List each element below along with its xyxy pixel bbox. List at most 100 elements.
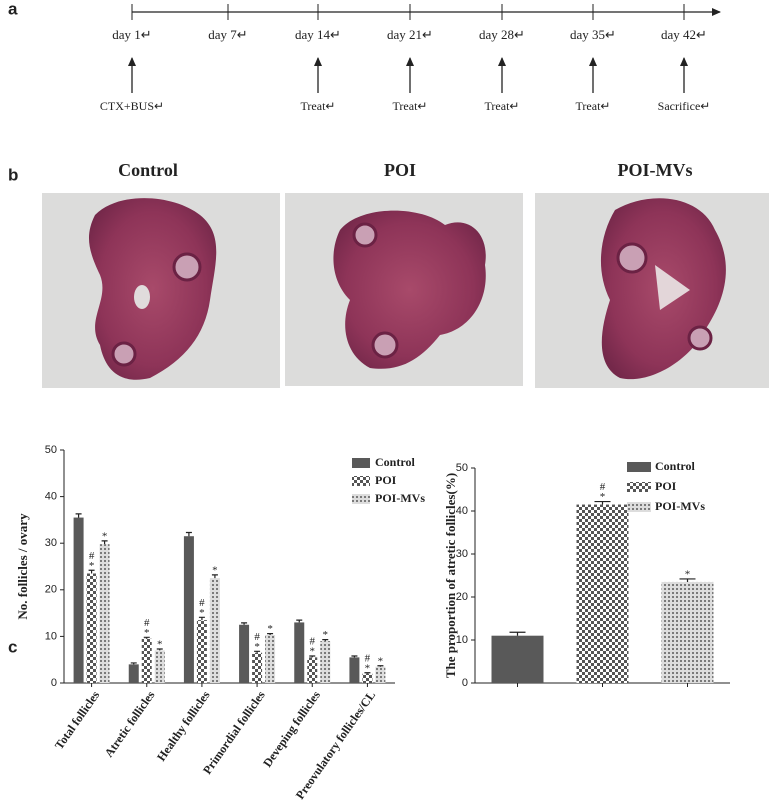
y-tick-label: 20	[45, 584, 57, 596]
error-bar	[679, 578, 696, 582]
legend-label: POI	[655, 479, 677, 493]
tissue	[333, 210, 486, 369]
significance-mark: *	[157, 639, 163, 651]
error-bar	[296, 619, 303, 623]
histology-images	[42, 193, 769, 388]
error-bar	[211, 574, 218, 579]
follicle	[111, 341, 137, 367]
error-bar	[156, 648, 163, 651]
panel-letter: b	[8, 165, 18, 184]
lumen	[134, 285, 150, 309]
event-label: Treat↵	[393, 99, 428, 113]
bar	[661, 581, 714, 683]
error-bar	[377, 665, 384, 667]
y-tick-label: 30	[456, 548, 468, 560]
significance-mark: *	[267, 623, 273, 635]
bar	[209, 578, 220, 683]
significance-mark: *	[310, 646, 316, 658]
error-bar	[364, 672, 371, 674]
significance-mark: *	[378, 655, 384, 667]
significance-mark: #	[365, 652, 371, 664]
charts: 0 10 20 30 40 50 No. follicles / ovary Total fo…	[15, 444, 730, 802]
error-bar	[254, 650, 261, 653]
bar	[294, 622, 305, 683]
bar	[491, 635, 544, 683]
bar	[362, 673, 373, 683]
bar	[349, 657, 360, 683]
legend-swatch	[352, 494, 370, 504]
significance-mark: #	[199, 597, 205, 609]
y-tick-label: 40	[456, 505, 468, 517]
legend-swatch	[627, 482, 651, 492]
bar	[307, 657, 318, 683]
y-tick-label: 30	[45, 537, 57, 549]
day-label: day 35↵	[570, 27, 616, 42]
y-tick-label: 50	[45, 444, 57, 456]
significance-mark: *	[89, 560, 95, 572]
significance-mark: *	[323, 629, 329, 641]
significance-mark: *	[144, 627, 150, 639]
y-tick-label: 50	[456, 462, 468, 474]
error-bar	[75, 513, 82, 518]
chart: 0 10 20 30 40 50 No. follicles / ovary Total fo…	[15, 444, 425, 802]
bar	[252, 652, 263, 683]
legend-label: Control	[655, 459, 695, 473]
legend-swatch	[627, 462, 651, 472]
event-label: Sacrifice↵	[658, 99, 711, 113]
bar	[576, 504, 629, 683]
error-bar	[101, 540, 108, 545]
legend-swatch	[352, 458, 370, 468]
bar	[320, 641, 331, 683]
x-tick-label: Total follicles	[52, 688, 103, 752]
significance-mark: #	[144, 617, 150, 629]
y-axis-label: No. follicles / ovary	[15, 513, 30, 620]
event-label: Treat↵	[301, 99, 336, 113]
bar	[265, 635, 276, 683]
x-tick-label: Primordial follicles	[200, 688, 268, 777]
bar	[154, 650, 165, 683]
day-label: day 1↵	[112, 27, 151, 42]
y-tick-label: 10	[45, 630, 57, 642]
error-bar	[267, 633, 274, 636]
image-title: Control	[118, 160, 178, 180]
significance-mark: *	[600, 491, 606, 503]
x-tick-label: Deveping follicles	[260, 688, 323, 770]
follicle	[172, 252, 202, 282]
error-bar	[185, 531, 192, 537]
day-label: day 7↵	[208, 27, 247, 42]
day-label: day 28↵	[479, 27, 525, 42]
bar	[73, 517, 84, 683]
error-bar	[309, 655, 316, 658]
error-bar	[322, 639, 329, 642]
follicle	[371, 331, 399, 359]
error-bar	[509, 631, 526, 636]
stroma	[655, 265, 690, 310]
y-tick-label: 40	[45, 491, 57, 503]
error-bar	[130, 662, 137, 665]
y-tick-label: 0	[462, 677, 468, 689]
significance-mark: #	[600, 481, 606, 493]
day-label: day 14↵	[295, 27, 341, 42]
error-bar	[88, 569, 95, 574]
image-title: POI	[384, 160, 416, 180]
bar	[196, 620, 207, 683]
significance-mark: #	[254, 631, 260, 643]
panel-letter: a	[8, 0, 18, 18]
significance-mark: *	[199, 607, 205, 619]
panel-letter: c	[8, 637, 17, 656]
significance-mark: *	[102, 530, 108, 542]
legend-label: Control	[375, 455, 415, 469]
bar	[99, 544, 110, 683]
bar	[375, 666, 386, 683]
significance-mark: #	[310, 636, 316, 648]
timeline: day 1↵ CTX+BUS↵ day 7↵ day 14↵ Treat↵ day 21↵…	[100, 4, 710, 113]
follicle	[687, 325, 713, 351]
bar	[141, 638, 152, 683]
significance-mark: #	[89, 550, 95, 562]
tissue	[88, 198, 217, 380]
significance-mark: *	[365, 662, 371, 674]
event-label: CTX+BUS↵	[100, 99, 164, 113]
